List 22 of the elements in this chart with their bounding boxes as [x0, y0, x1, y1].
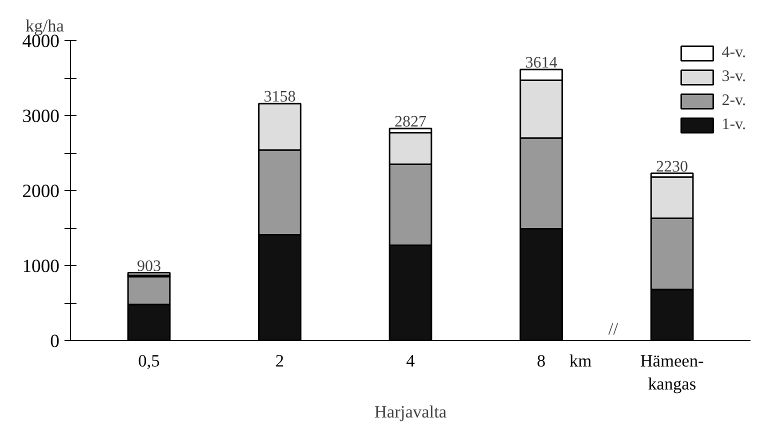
legend-label: 2-v. [722, 92, 746, 110]
legend-label: 4-v. [722, 44, 746, 62]
text: km [569, 352, 592, 370]
y-axis-title: kg/ha [26, 16, 64, 36]
annotation: // [608, 320, 618, 338]
y-tick-label: 0 [50, 331, 60, 352]
legend-label: 3-v. [722, 68, 746, 86]
x-tick-label: 8 [536, 352, 546, 370]
y-tick-label: 1000 [22, 256, 60, 277]
x-tick-label: 4 [406, 352, 416, 370]
total-label: 3158 [264, 88, 296, 106]
x-tick-label: 0,5 [138, 352, 160, 370]
total-label: 2827 [394, 113, 426, 130]
y-tick-label: 2000 [22, 181, 60, 202]
total-label: 3614 [525, 54, 558, 72]
x-tick-label: 2 [275, 352, 284, 370]
total-label: 903 [136, 258, 161, 275]
x-tick-label: Hämeen- kangas [640, 352, 704, 394]
y-tick-label: 3000 [22, 106, 60, 127]
total-label: 2230 [656, 158, 688, 176]
text: Harjavalta [374, 402, 447, 422]
legend-label: 1-v. [722, 116, 746, 134]
